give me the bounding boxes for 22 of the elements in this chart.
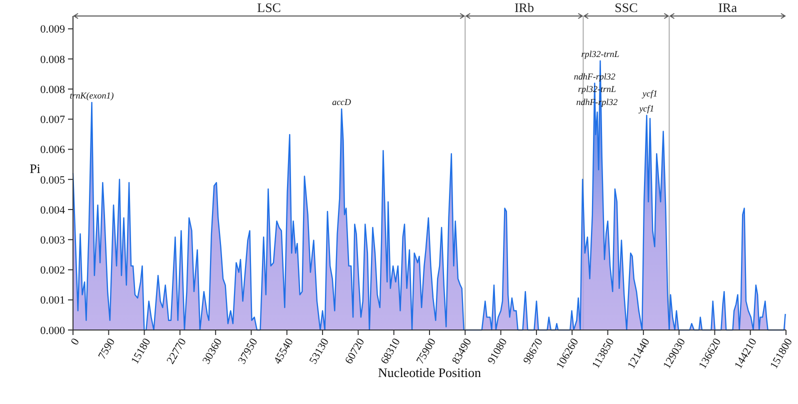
y-tick-label: 0.003 <box>40 234 66 246</box>
annotation: accD <box>332 96 352 107</box>
y-tick-label: 0.008 <box>40 84 66 96</box>
x-tick-label: 0 <box>68 336 82 348</box>
y-tick-label: 0.005 <box>40 174 66 186</box>
text: SSC <box>614 0 638 15</box>
y-tick-label: 0.000 <box>40 324 66 337</box>
y-axis-title: Pi <box>30 161 41 176</box>
y-tick-label: 0.001 <box>40 294 65 307</box>
y-tick-label: 0.009 <box>40 24 66 36</box>
annotation: ycf1 <box>638 103 654 114</box>
annotation: ycf1 <box>642 88 658 99</box>
y-tick-label: 0.002 <box>40 264 65 277</box>
annotation: rpl32-trnL <box>581 48 620 59</box>
text: IRa <box>718 0 738 15</box>
text: IRb <box>514 0 534 15</box>
y-tick-label: 0.008 <box>40 54 66 66</box>
y-tick-label: 0.004 <box>40 204 66 216</box>
y-tick-label: 0.007 <box>40 114 66 126</box>
x-axis-title: Nucleotide Position <box>378 365 482 380</box>
y-tick-label: 0.006 <box>40 144 66 156</box>
text: LSC <box>257 0 281 15</box>
